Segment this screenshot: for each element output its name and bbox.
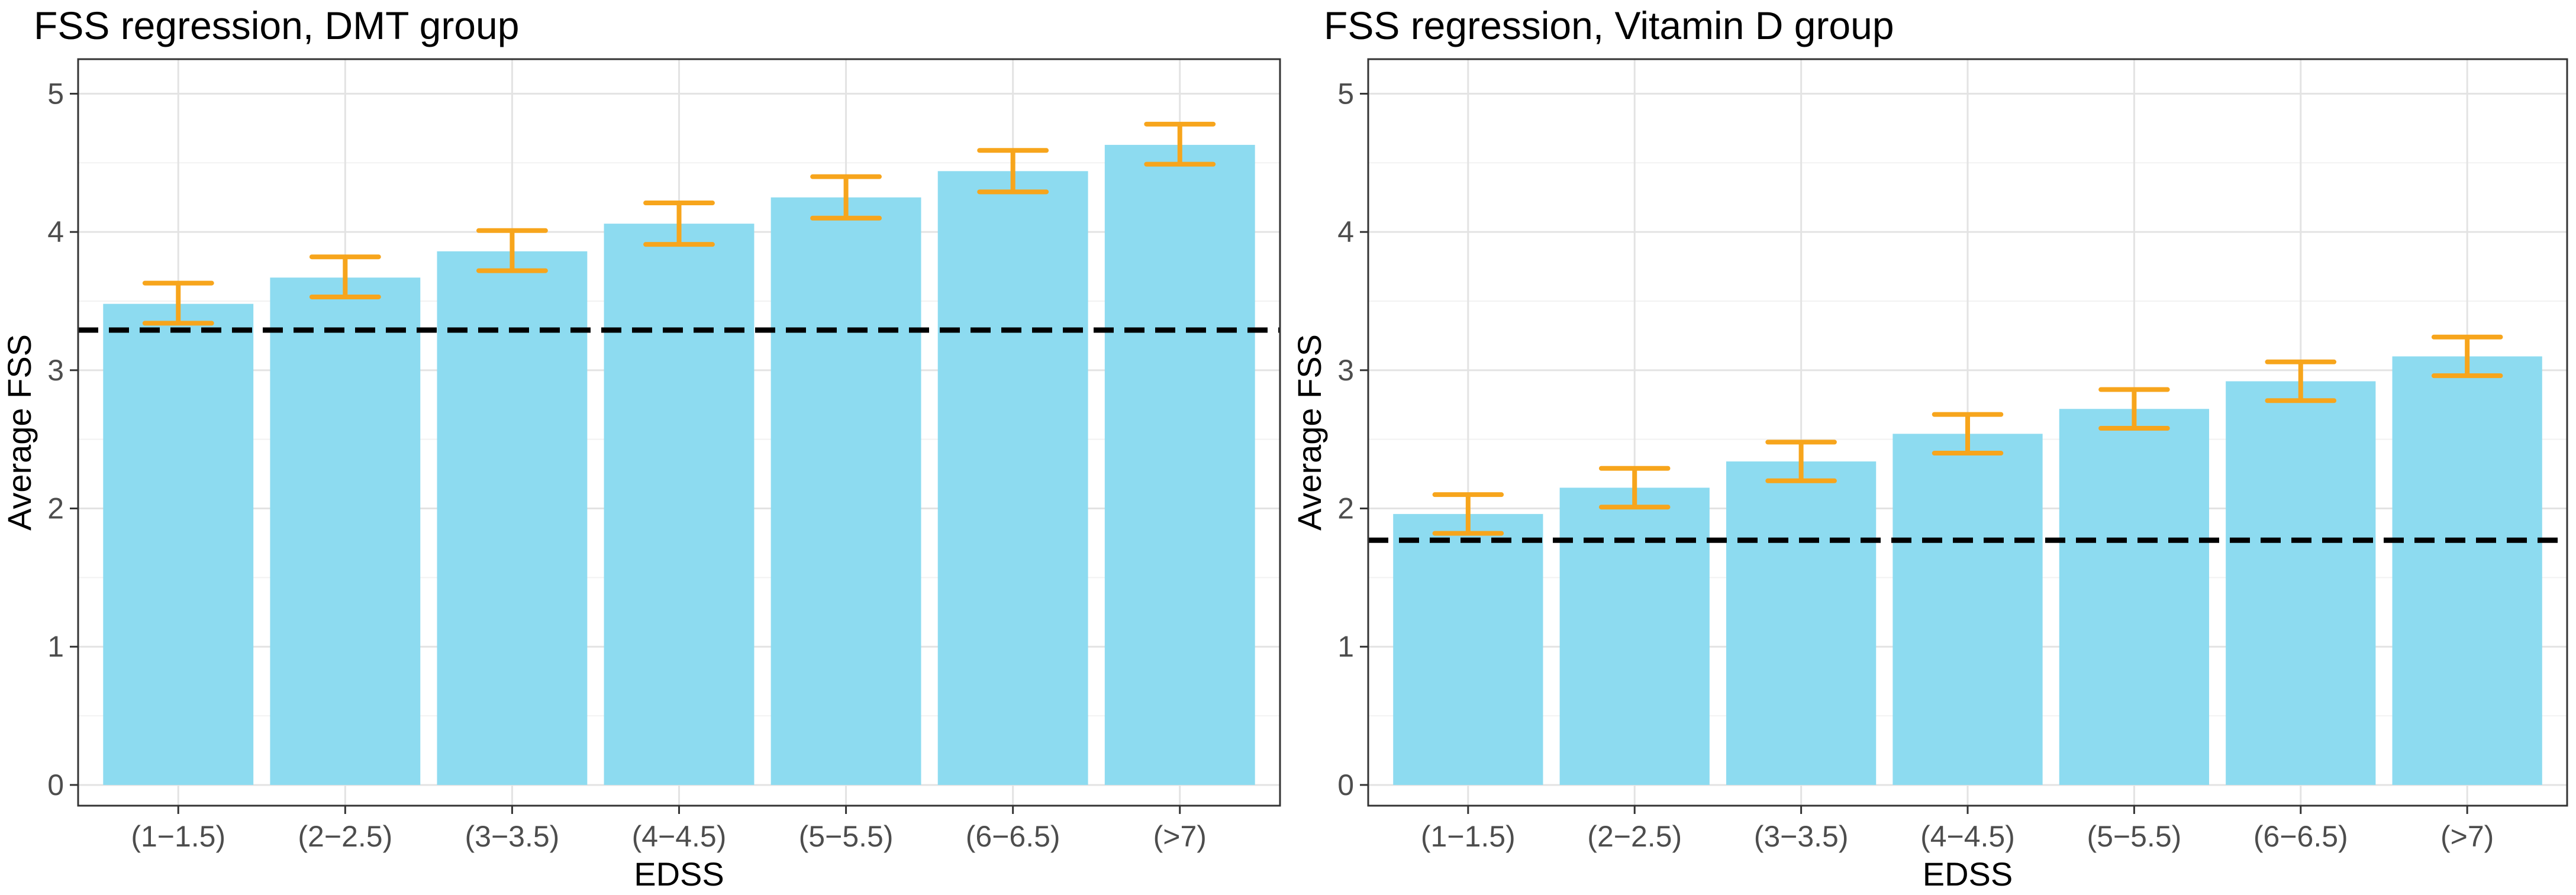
x-tick-label: (>7) bbox=[2440, 820, 2494, 853]
x-tick-label: (1−1.5) bbox=[131, 820, 225, 853]
error-bar-7 bbox=[2431, 334, 2503, 379]
error-bar-1 bbox=[1432, 492, 1504, 536]
x-axis-title: EDSS bbox=[634, 855, 724, 893]
error-bar-7 bbox=[1144, 121, 1216, 167]
y-tick-label: 4 bbox=[47, 215, 64, 248]
y-tick-label: 5 bbox=[47, 77, 64, 110]
bar-7 bbox=[2392, 356, 2542, 785]
bar-3 bbox=[437, 251, 588, 785]
error-bar-3 bbox=[476, 228, 548, 273]
x-tick-label: (3−3.5) bbox=[1754, 820, 1849, 853]
x-tick-label: (1−1.5) bbox=[1421, 820, 1516, 853]
y-tick-label: 1 bbox=[47, 630, 64, 663]
x-tick-label: (>7) bbox=[1153, 820, 1207, 853]
bar-5 bbox=[2059, 409, 2210, 785]
error-bar-1 bbox=[142, 280, 214, 326]
bar-1 bbox=[103, 303, 254, 785]
x-axis-title: EDSS bbox=[1923, 855, 2013, 893]
x-tick-label: (6−6.5) bbox=[2253, 820, 2348, 853]
x-tick-label: (5−5.5) bbox=[2087, 820, 2181, 853]
error-bar-3 bbox=[1765, 440, 1837, 483]
y-axis-title: Average FSS bbox=[1291, 334, 1328, 531]
bar-4 bbox=[604, 224, 755, 785]
x-tick-label: (4−4.5) bbox=[632, 820, 727, 853]
y-tick-label: 2 bbox=[47, 492, 64, 525]
error-bar-5 bbox=[810, 174, 882, 221]
bar-2 bbox=[1559, 487, 1710, 785]
bar-4 bbox=[1892, 434, 2043, 785]
panel-dmt: FSS regression, DMT group 0 1 2 3 4 5 (1−1.5) (2… bbox=[1, 4, 1281, 893]
error-bar-5 bbox=[2098, 387, 2170, 431]
bar-3 bbox=[1726, 461, 1877, 785]
error-bar-4 bbox=[1932, 412, 2004, 456]
x-tick-label: (2−2.5) bbox=[1587, 820, 1682, 853]
panel-vitamin-d: FSS regression, Vitamin D group 0 1 2 3 4 5 (1−… bbox=[1291, 4, 2568, 893]
bar-7 bbox=[1104, 144, 1255, 785]
y-tick-label: 0 bbox=[47, 768, 64, 802]
bar-1 bbox=[1393, 513, 1543, 785]
x-tick-label: (4−4.5) bbox=[1920, 820, 2015, 853]
x-tick-label: (3−3.5) bbox=[465, 820, 560, 853]
y-axis-title: Average FSS bbox=[1, 334, 38, 531]
x-tick-label: (6−6.5) bbox=[966, 820, 1060, 853]
x-tick-label: (5−5.5) bbox=[799, 820, 894, 853]
chart-title: FSS regression, Vitamin D group bbox=[1324, 4, 1894, 47]
y-tick-label: 5 bbox=[1337, 77, 1354, 110]
y-tick-label: 3 bbox=[1337, 354, 1354, 387]
chart-title: FSS regression, DMT group bbox=[34, 4, 519, 47]
y-tick-label: 0 bbox=[1337, 768, 1354, 802]
y-tick-label: 4 bbox=[1337, 215, 1354, 248]
bar-6 bbox=[2226, 381, 2376, 785]
error-bar-4 bbox=[643, 201, 715, 247]
bar-5 bbox=[770, 197, 921, 785]
bar-6 bbox=[937, 171, 1088, 785]
error-bar-6 bbox=[977, 148, 1049, 195]
bar-2 bbox=[270, 277, 421, 785]
y-tick-label: 1 bbox=[1337, 630, 1354, 663]
y-tick-label: 2 bbox=[1337, 492, 1354, 525]
error-bar-2 bbox=[1598, 466, 1671, 510]
error-bar-6 bbox=[2265, 359, 2337, 403]
x-tick-label: (2−2.5) bbox=[298, 820, 392, 853]
error-bar-2 bbox=[309, 254, 381, 299]
y-tick-label: 3 bbox=[47, 354, 64, 387]
